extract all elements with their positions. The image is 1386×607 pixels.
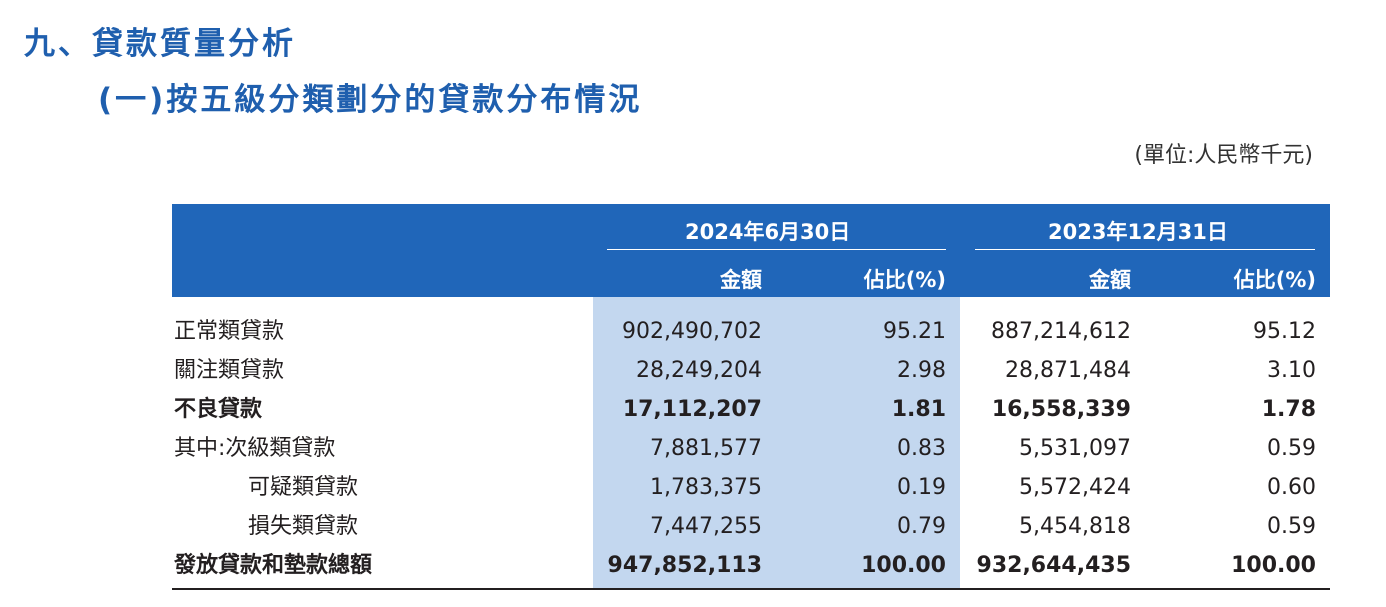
amount-2024: 7,447,255: [650, 514, 762, 539]
amount-2024: 947,852,113: [607, 553, 762, 578]
amount-2023: 16,558,339: [991, 397, 1131, 422]
row-label: 正常類貸款: [174, 319, 285, 344]
share-2023: 0.59: [1267, 514, 1316, 539]
table-row: 可疑類貸款 1,783,375 0.19 5,572,424 0.60: [0, 468, 1386, 507]
period-underline-2024: [607, 249, 946, 250]
period-header-2023: 2023年12月31日: [1048, 220, 1228, 244]
amount-2023: 887,214,612: [991, 319, 1131, 344]
amount-2023: 5,454,818: [1019, 514, 1131, 539]
table-row: 其中:次級類貸款 7,881,577 0.83 5,531,097 0.59: [0, 429, 1386, 468]
highlight-column-2024: [593, 297, 960, 589]
amount-header-2023: 金額: [1089, 268, 1131, 292]
period-header-2024: 2024年6月30日: [685, 220, 851, 244]
section-title: 九、貸款質量分析: [24, 26, 296, 62]
row-label: 不良貸款: [174, 397, 263, 422]
share-2024: 95.21: [883, 319, 946, 344]
row-label: 關注類貸款: [174, 358, 285, 383]
share-header-2023: 佔比(%): [1233, 268, 1316, 292]
amount-2024: 7,881,577: [650, 436, 762, 461]
share-2024: 0.19: [897, 475, 946, 500]
row-label: 損失類貸款: [248, 514, 359, 539]
share-2023: 0.60: [1267, 475, 1316, 500]
share-2023: 100.00: [1231, 553, 1316, 578]
row-label: 可疑類貸款: [248, 475, 359, 500]
period-underline-2023: [975, 249, 1315, 250]
unit-note: (單位:人民幣千元): [1134, 143, 1313, 168]
share-2024: 0.79: [897, 514, 946, 539]
table-row: 損失類貸款 7,447,255 0.79 5,454,818 0.59: [0, 507, 1386, 546]
share-2023: 95.12: [1253, 319, 1316, 344]
amount-header-2024: 金額: [720, 268, 762, 292]
amount-2023: 28,871,484: [1005, 358, 1131, 383]
row-label: 其中:次級類貸款: [174, 436, 336, 461]
table-row-total: 發放貸款和墊款總額 947,852,113 100.00 932,644,435…: [0, 546, 1386, 585]
share-2024: 100.00: [861, 553, 946, 578]
table-bottom-rule: [172, 588, 1330, 590]
amount-2024: 17,112,207: [622, 397, 762, 422]
table-row: 正常類貸款 902,490,702 95.21 887,214,612 95.1…: [0, 312, 1386, 351]
share-2023: 3.10: [1267, 358, 1316, 383]
share-2024: 2.98: [897, 358, 946, 383]
table-header: [172, 204, 1330, 297]
row-label: 發放貸款和墊款總額: [174, 553, 373, 578]
share-2024: 1.81: [891, 397, 946, 422]
share-header-2024: 佔比(%): [863, 268, 946, 292]
table-row: 不良貸款 17,112,207 1.81 16,558,339 1.78: [0, 390, 1386, 429]
amount-2024: 1,783,375: [650, 475, 762, 500]
amount-2023: 5,531,097: [1019, 436, 1131, 461]
share-2023: 1.78: [1261, 397, 1316, 422]
table-row: 關注類貸款 28,249,204 2.98 28,871,484 3.10: [0, 351, 1386, 390]
amount-2023: 932,644,435: [976, 553, 1131, 578]
subsection-title: (一)按五級分類劃分的貸款分布情況: [98, 82, 643, 118]
amount-2023: 5,572,424: [1019, 475, 1131, 500]
share-2023: 0.59: [1267, 436, 1316, 461]
share-2024: 0.83: [897, 436, 946, 461]
amount-2024: 902,490,702: [622, 319, 762, 344]
amount-2024: 28,249,204: [636, 358, 762, 383]
